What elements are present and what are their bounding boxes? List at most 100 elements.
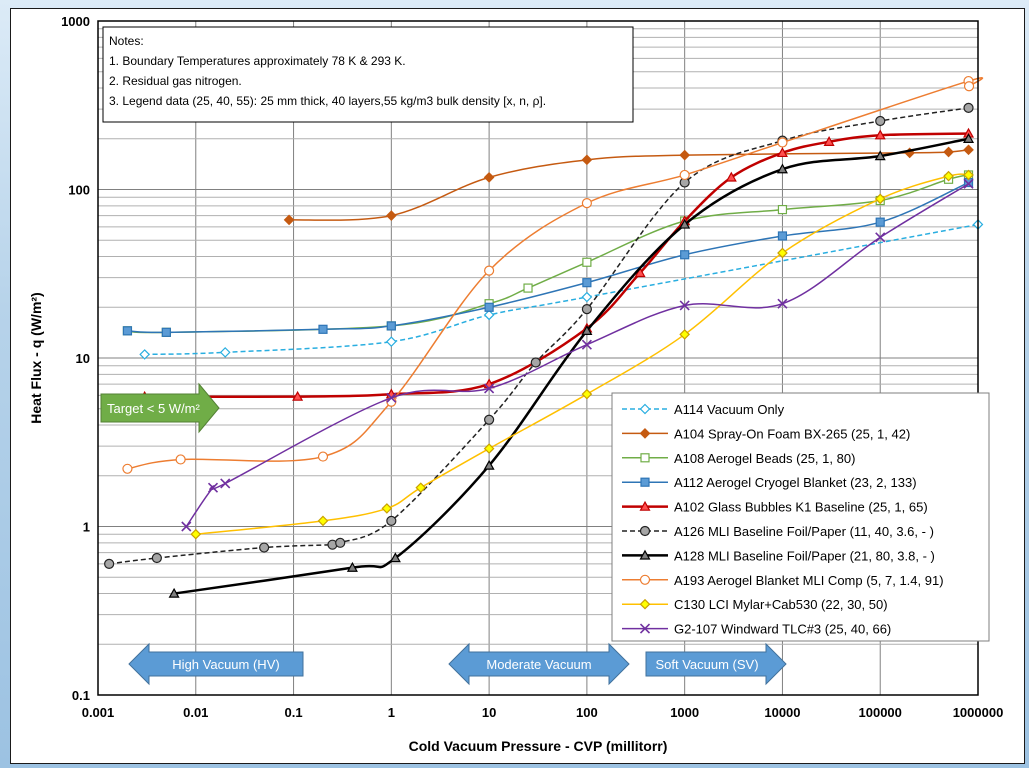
data-point [318, 324, 328, 334]
x-tick-label: 1000000 [953, 705, 1004, 720]
data-point [777, 298, 788, 309]
data-point [679, 218, 691, 229]
data-point [875, 115, 886, 127]
data-point [963, 102, 974, 113]
data-point [385, 210, 397, 221]
series-line [144, 223, 979, 356]
series-line [127, 77, 984, 470]
data-point [679, 149, 691, 161]
legend-marker [639, 428, 651, 439]
data-point [582, 257, 592, 267]
x-tick-label: 1 [388, 705, 395, 720]
note-line: 1. Boundary Temperatures approximately 7… [109, 54, 406, 68]
legend-marker [639, 623, 651, 634]
x-tick-label: 10000 [764, 705, 800, 720]
y-tick-label: 1000 [61, 14, 90, 29]
legend-label: A104 Spray-On Foam BX-265 (25, 1, 42) [674, 426, 910, 441]
data-point [386, 321, 396, 331]
data-point [776, 163, 788, 174]
data-point [963, 133, 975, 143]
data-point [725, 171, 737, 182]
legend-item: A126 MLI Baseline Foil/Paper (11, 40, 3.… [622, 524, 934, 539]
y-tick-label: 10 [76, 351, 90, 366]
data-point [386, 392, 397, 403]
data-point [582, 278, 592, 288]
legend-marker [639, 500, 651, 511]
legend-label: A193 Aerogel Blanket MLI Comp (5, 7, 1.4… [674, 573, 944, 588]
vacuum-region-arrow: Soft Vacuum (SV) [645, 642, 787, 686]
data-point [581, 388, 593, 400]
data-point [680, 250, 690, 260]
data-point [283, 214, 295, 226]
legend-marker [639, 403, 651, 415]
data-point [335, 537, 346, 548]
y-axis-title: Heat Flux - q (W/m²) [28, 292, 44, 423]
data-point [389, 552, 401, 563]
legend-item: A112 Aerogel Cryogel Blanket (23, 2, 133… [622, 475, 917, 490]
data-point [874, 193, 886, 205]
data-point [415, 482, 427, 494]
data-point [777, 231, 788, 241]
data-point [317, 451, 329, 462]
series-line [289, 149, 969, 221]
data-point [581, 304, 592, 315]
legend-item: A108 Aerogel Beads (25, 1, 80) [622, 451, 855, 466]
y-tick-label: 100 [68, 183, 90, 198]
data-point [776, 147, 788, 158]
data-point [483, 172, 495, 183]
legend-marker [639, 574, 651, 585]
data-point [483, 309, 495, 321]
legend-label: A128 MLI Baseline Foil/Paper (21, 80, 3.… [674, 548, 935, 563]
x-tick-label: 0.1 [285, 705, 303, 720]
data-point [175, 454, 186, 465]
data-point [386, 515, 397, 526]
data-point [122, 326, 133, 336]
data-point [777, 204, 788, 215]
legend-item: G2-107 Windward TLC#3 (25, 40, 66) [622, 622, 891, 637]
data-point [484, 265, 495, 276]
legend-marker [639, 598, 651, 610]
legend-label: A108 Aerogel Beads (25, 1, 80) [674, 451, 855, 466]
data-point [483, 459, 495, 470]
target-arrow: Target < 5 W/m² [100, 382, 220, 434]
series-line [127, 181, 969, 334]
vacuum-region-label: High Vacuum (HV) [172, 657, 279, 672]
data-point [484, 302, 494, 312]
data-point [219, 347, 231, 358]
heat-flux-chart: 0.001 0.01 0.1 1 10 100 1000 10000 100000 1000000… [11, 9, 1024, 763]
data-point [823, 136, 835, 146]
series-10 [181, 178, 974, 532]
data-point [259, 542, 270, 553]
legend-item: A102 Glass Bubbles K1 Baseline (25, 1, 6… [622, 500, 928, 515]
y-tick-label: 1 [83, 520, 90, 535]
data-point [679, 300, 690, 311]
series-group [104, 75, 984, 598]
annotations: Notes: 1. Boundary Temperatures approxima… [100, 26, 990, 686]
legend-label: A114 Vacuum Only [674, 402, 785, 417]
data-point [161, 327, 171, 337]
vacuum-region-label: Soft Vacuum (SV) [655, 657, 758, 672]
data-point [777, 247, 788, 259]
legend-label: G2-107 Windward TLC#3 (25, 40, 66) [674, 622, 891, 637]
x-tick-label: 100 [576, 705, 598, 720]
data-point [963, 178, 974, 189]
data-point [581, 339, 592, 350]
data-point [530, 357, 541, 368]
legend-marker [640, 453, 650, 463]
data-point [220, 478, 231, 489]
series-line [173, 137, 969, 595]
legend-label: C130 LCI Mylar+Cab530 (22, 30, 50) [674, 597, 888, 612]
data-point [139, 349, 151, 360]
data-point [581, 325, 593, 336]
data-point [207, 482, 219, 493]
data-point [875, 232, 886, 243]
notes-box: Notes: 1. Boundary Temperatures approxima… [102, 26, 634, 123]
series-7 [168, 133, 975, 598]
data-point [190, 528, 202, 540]
legend-item: C130 LCI Mylar+Cab530 (22, 30, 50) [622, 597, 888, 612]
vacuum-region-arrow: Moderate Vacuum [448, 642, 630, 686]
data-point [874, 129, 886, 140]
vacuum-region-arrow: High Vacuum (HV) [128, 642, 304, 686]
data-point [581, 291, 593, 303]
legend-marker [639, 525, 651, 537]
